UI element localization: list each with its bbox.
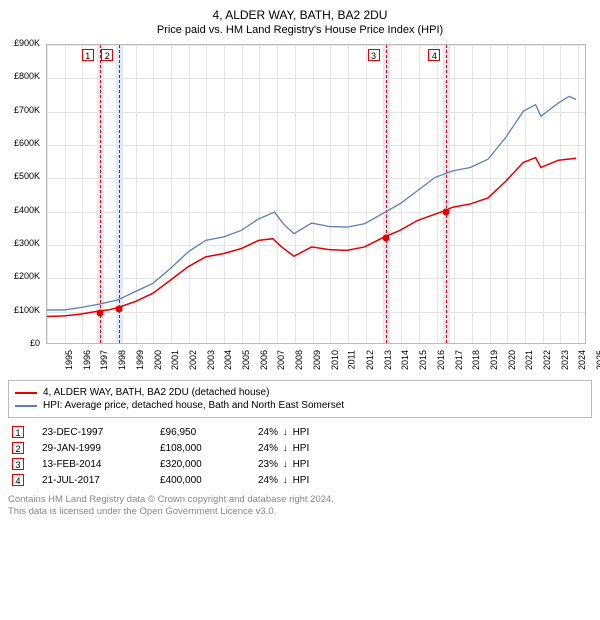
x-tick-label: 1996 [82,350,92,370]
y-tick-label: £600K [8,138,40,148]
x-tick-label: 2006 [259,350,269,370]
legend-item: 4, ALDER WAY, BATH, BA2 2DU (detached ho… [15,387,585,398]
sale-price: £108,000 [160,443,240,454]
x-tick-label: 2016 [436,350,446,370]
x-tick-label: 1999 [135,350,145,370]
x-tick-label: 2008 [294,350,304,370]
footer-line: Contains HM Land Registry data © Crown c… [8,494,592,506]
legend-swatch [15,405,37,407]
sale-date: 21-JUL-2017 [42,475,142,486]
legend-label: HPI: Average price, detached house, Bath… [43,400,344,411]
legend-item: HPI: Average price, detached house, Bath… [15,400,585,411]
sale-diff: 23% HPI [258,459,309,470]
sales-table: 1 23-DEC-1997 £96,950 24% HPI 2 29-JAN-1999 £1… [8,426,592,486]
chart-subtitle: Price paid vs. HM Land Registry's House … [8,24,592,36]
y-tick-label: £100K [8,305,40,315]
x-tick-label: 2025 [595,350,600,370]
x-tick-label: 2011 [347,350,357,369]
x-tick-label: 2012 [365,350,375,370]
x-tick-label: 2003 [206,350,216,370]
sale-diff: 24% HPI [258,427,309,438]
footer-attribution: Contains HM Land Registry data © Crown c… [8,494,592,519]
y-tick-label: £500K [8,171,40,181]
y-tick-label: £700K [8,105,40,115]
y-tick-label: £400K [8,205,40,215]
x-tick-label: 2002 [188,350,198,370]
down-arrow-icon [281,443,290,454]
sale-price: £320,000 [160,459,240,470]
x-tick-label: 2021 [524,350,534,370]
x-tick-label: 2010 [330,350,340,370]
y-tick-label: £800K [8,71,40,81]
sale-point [116,306,123,313]
sale-number-box: 4 [12,474,24,486]
sale-number-box: 1 [12,426,24,438]
y-tick-label: £200K [8,271,40,281]
sale-number-box: 2 [12,442,24,454]
plot-area: 1234 [46,44,586,344]
x-tick-label: 2020 [507,350,517,370]
x-tick-label: 2018 [471,350,481,370]
down-arrow-icon [281,459,290,470]
x-tick-label: 2000 [153,350,163,370]
series-property [47,158,576,317]
legend: 4, ALDER WAY, BATH, BA2 2DU (detached ho… [8,380,592,418]
x-tick-label: 2009 [312,350,322,370]
legend-label: 4, ALDER WAY, BATH, BA2 2DU (detached ho… [43,387,269,398]
x-tick-label: 2014 [400,350,410,370]
x-tick-label: 2024 [577,350,587,370]
x-tick-label: 2017 [454,350,464,370]
sale-price: £96,950 [160,427,240,438]
x-tick-label: 1995 [64,350,74,370]
sale-diff: 24% HPI [258,443,309,454]
sale-row: 4 21-JUL-2017 £400,000 24% HPI [12,474,592,486]
sale-row: 2 29-JAN-1999 £108,000 24% HPI [12,442,592,454]
chart-title: 4, ALDER WAY, BATH, BA2 2DU [8,8,592,22]
x-tick-label: 2005 [241,350,251,370]
sale-row: 3 13-FEB-2014 £320,000 23% HPI [12,458,592,470]
x-tick-label: 2019 [489,350,499,370]
sale-date: 29-JAN-1999 [42,443,142,454]
legend-swatch [15,392,37,394]
down-arrow-icon [281,427,290,438]
chart-area: 1234£0£100K£200K£300K£400K£500K£600K£700… [46,44,586,346]
down-arrow-icon [281,475,290,486]
sale-row: 1 23-DEC-1997 £96,950 24% HPI [12,426,592,438]
sale-date: 13-FEB-2014 [42,459,142,470]
x-tick-label: 2015 [418,350,428,370]
sale-price: £400,000 [160,475,240,486]
sale-number-box: 3 [12,458,24,470]
x-tick-label: 1998 [117,350,127,370]
y-tick-label: £0 [8,338,40,348]
footer-line: This data is licensed under the Open Gov… [8,506,592,518]
x-tick-label: 2013 [383,350,393,370]
y-tick-label: £900K [8,38,40,48]
sale-point [382,235,389,242]
x-tick-label: 2007 [276,350,286,370]
sale-point [443,208,450,215]
x-tick-label: 1997 [99,350,109,370]
sale-date: 23-DEC-1997 [42,427,142,438]
x-tick-label: 2022 [542,350,552,370]
sale-diff: 24% HPI [258,475,309,486]
x-tick-label: 2004 [223,350,233,370]
x-tick-label: 2001 [170,350,180,370]
x-tick-label: 2023 [560,350,570,370]
series-svg [47,45,585,343]
y-tick-label: £300K [8,238,40,248]
series-hpi [47,96,576,310]
sale-point [96,309,103,316]
